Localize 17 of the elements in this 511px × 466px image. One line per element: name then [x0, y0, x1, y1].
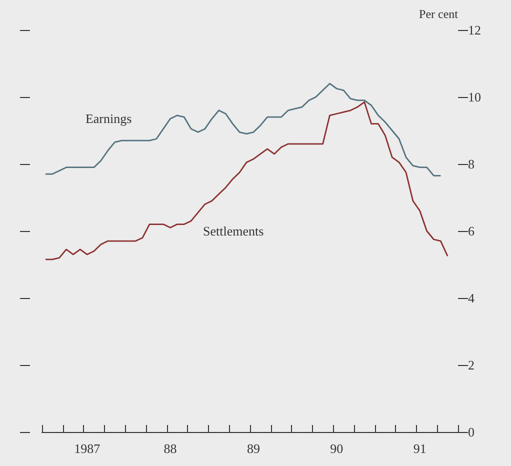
annotation: Settlements [203, 224, 264, 238]
x-tick-label: 1987 [74, 441, 101, 456]
y-tick-label: 12 [468, 22, 481, 38]
line-series [44, 82, 442, 176]
y-axis-title: Per cent [419, 7, 459, 21]
y-tick-label: 4 [468, 290, 475, 306]
x-tick-label: 90 [330, 441, 344, 456]
y-tick-label: 6 [468, 224, 475, 238]
x-tick-label: 91 [413, 441, 426, 456]
x-tick-label: 88 [164, 441, 177, 456]
line-series [44, 101, 448, 260]
x-tick-label: 89 [246, 441, 260, 456]
y-tick-label: 10 [468, 90, 481, 104]
y-tick-label: 8 [468, 156, 474, 172]
annotation: Earnings [85, 110, 132, 126]
y-tick-label: 0 [468, 424, 474, 440]
y-tick-label: 2 [468, 358, 474, 372]
